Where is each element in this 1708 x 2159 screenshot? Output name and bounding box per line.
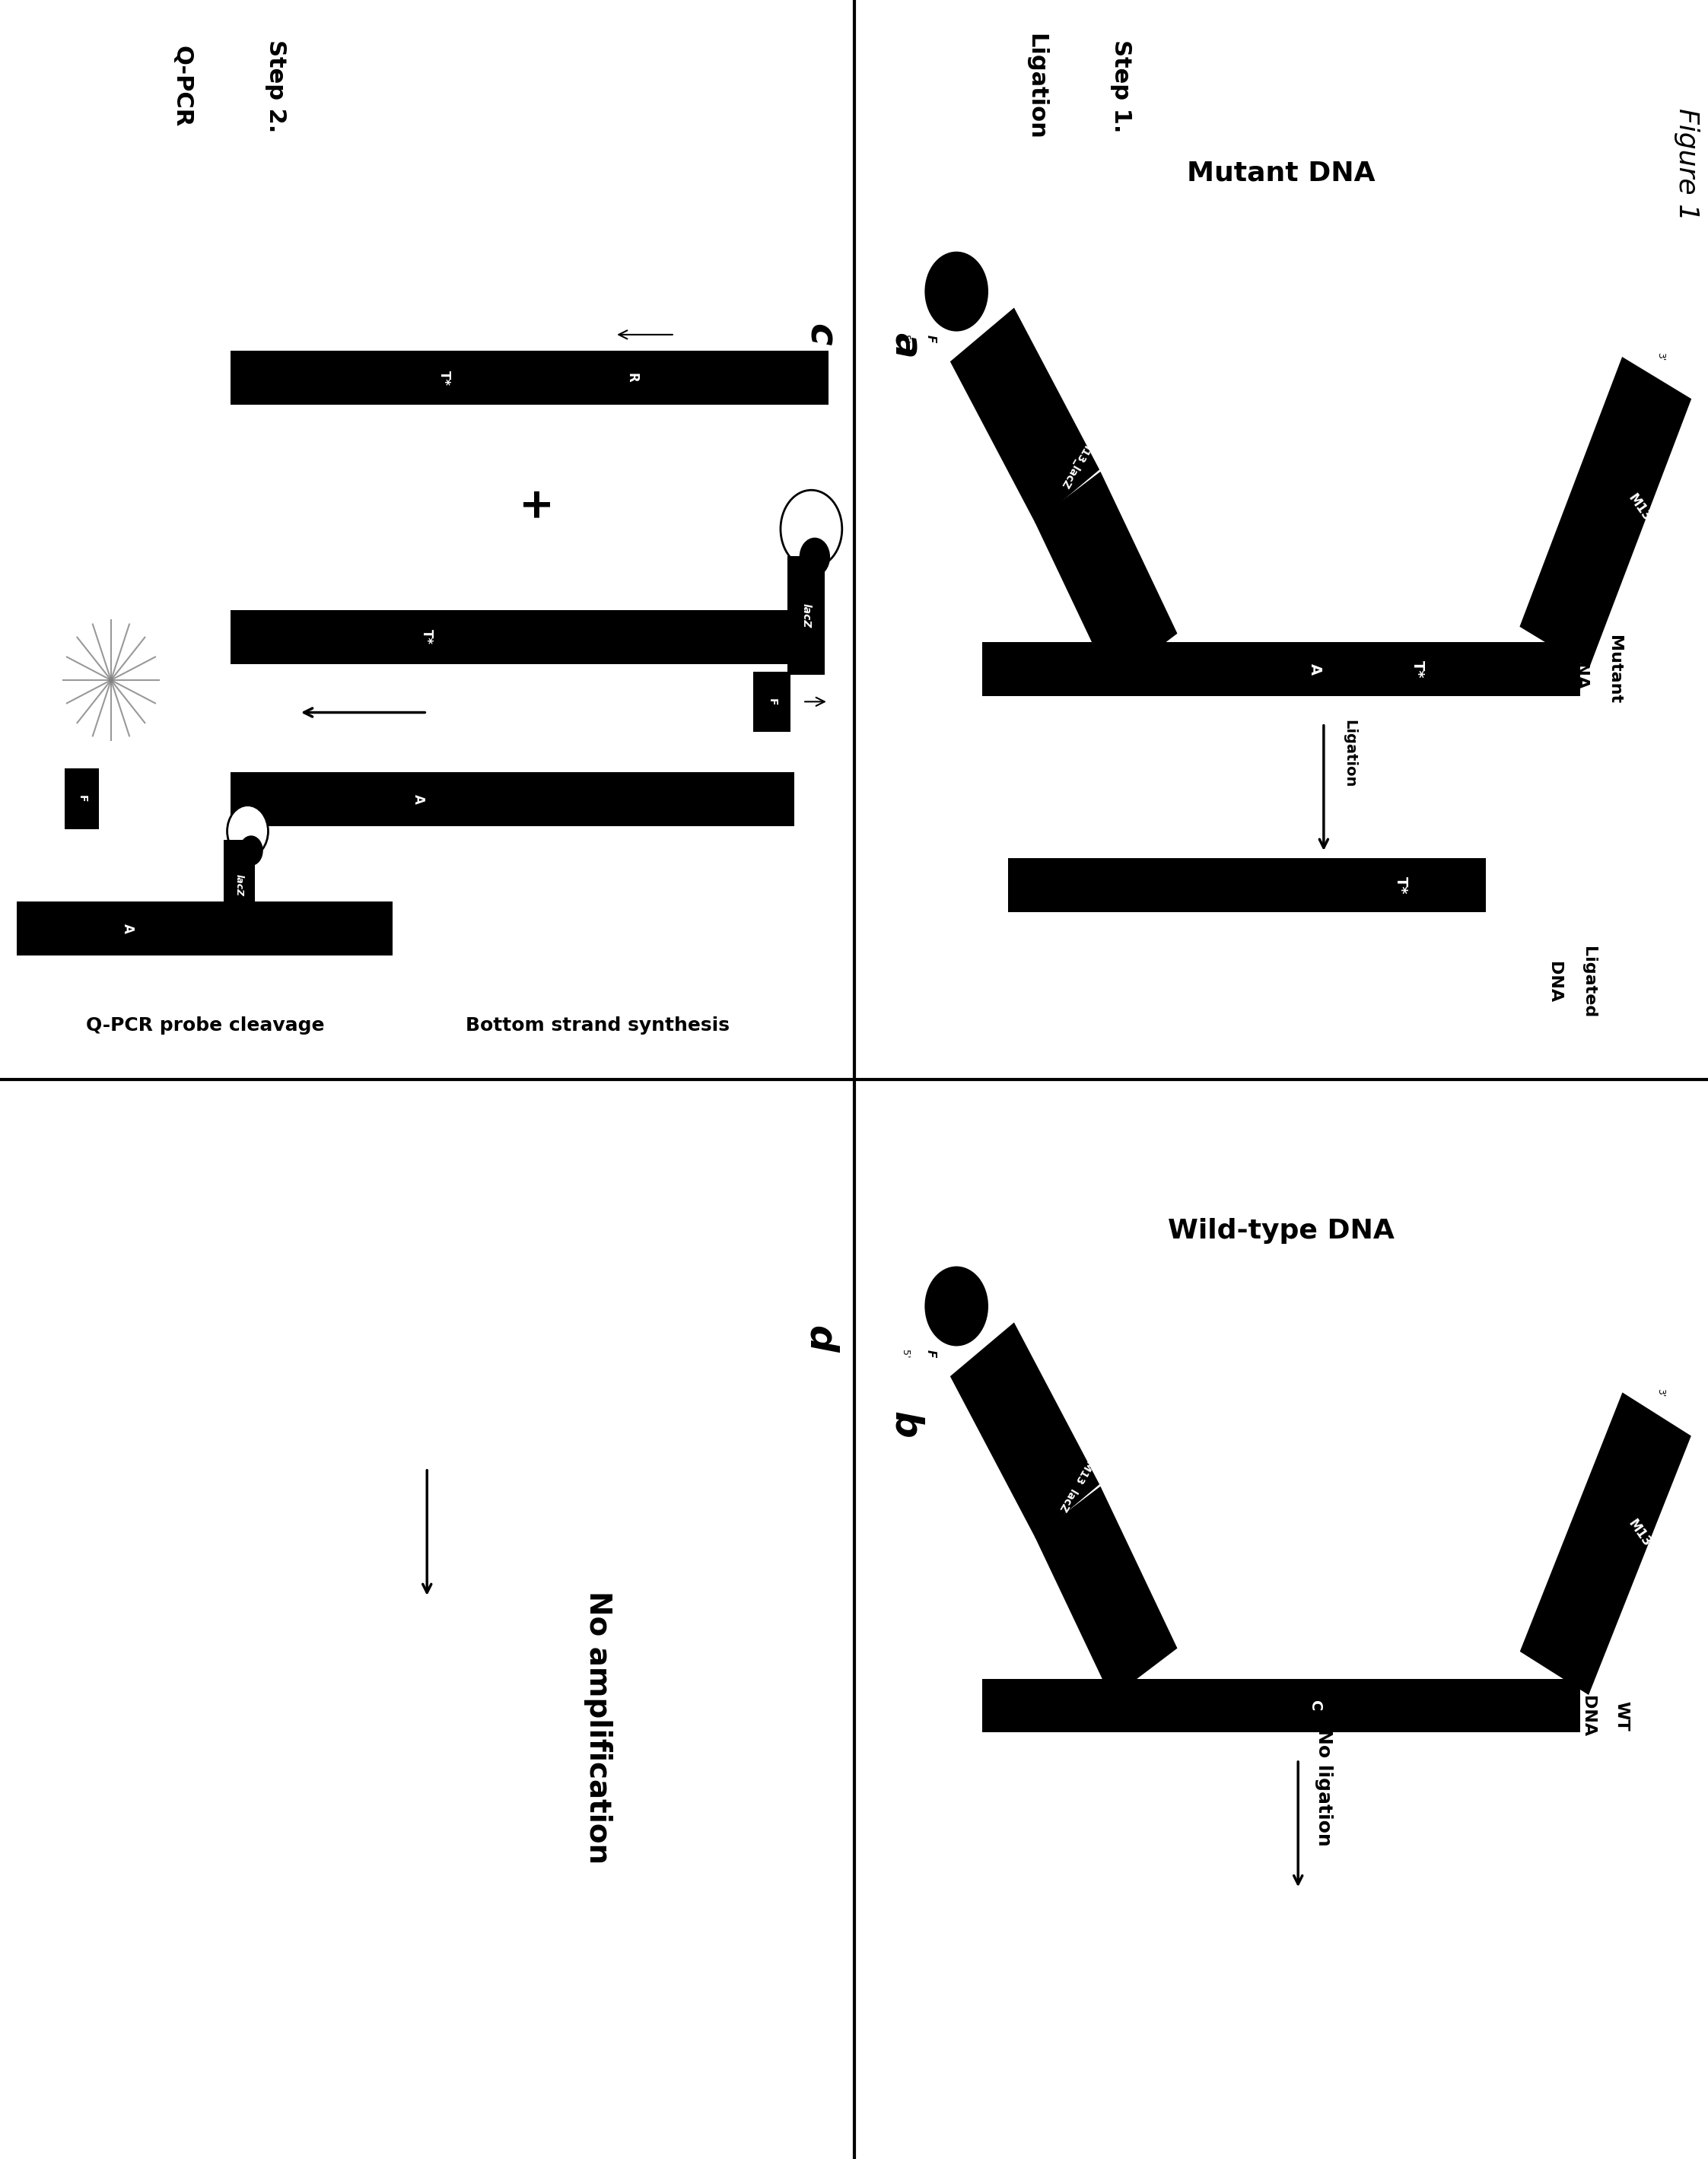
Text: Ligation: Ligation <box>1342 721 1356 788</box>
Text: DNA: DNA <box>1547 961 1561 1004</box>
Ellipse shape <box>227 805 268 857</box>
Text: Figure 1: Figure 1 <box>1674 108 1699 220</box>
Polygon shape <box>1035 471 1177 684</box>
Text: Bottom strand synthesis: Bottom strand synthesis <box>466 1017 729 1034</box>
Text: Step 1.: Step 1. <box>1110 39 1132 134</box>
Text: Q-PCR probe cleavage: Q-PCR probe cleavage <box>85 1017 325 1034</box>
Text: +: + <box>509 490 550 525</box>
Text: A: A <box>1308 663 1322 676</box>
Text: a: a <box>886 332 924 358</box>
Polygon shape <box>982 1680 1580 1732</box>
Text: A: A <box>121 924 135 933</box>
Polygon shape <box>65 769 99 829</box>
Text: Ligation: Ligation <box>1025 32 1047 140</box>
Polygon shape <box>1520 1393 1691 1695</box>
Text: Mutant DNA: Mutant DNA <box>1187 160 1375 186</box>
Text: M13: M13 <box>1626 1516 1653 1550</box>
Text: C: C <box>1308 1699 1322 1712</box>
Text: T*: T* <box>1411 661 1424 678</box>
Text: F: F <box>77 795 87 803</box>
Polygon shape <box>982 643 1580 695</box>
Text: DNA: DNA <box>1573 648 1587 691</box>
Text: WT: WT <box>1614 1701 1629 1732</box>
Text: F: F <box>926 335 936 343</box>
Text: Step 2.: Step 2. <box>265 39 287 134</box>
Text: F: F <box>767 697 777 706</box>
Text: c: c <box>801 324 839 345</box>
Ellipse shape <box>926 253 987 330</box>
Polygon shape <box>1035 1485 1177 1699</box>
Text: M13: M13 <box>1626 490 1653 525</box>
Polygon shape <box>1520 356 1691 669</box>
Text: A: A <box>412 795 425 803</box>
Text: 5': 5' <box>900 1349 910 1358</box>
Text: b: b <box>886 1412 924 1438</box>
Text: No ligation: No ligation <box>1315 1727 1332 1846</box>
Text: 3': 3' <box>1655 1388 1665 1397</box>
Text: M13  lacZ: M13 lacZ <box>1057 1457 1095 1513</box>
Text: T*: T* <box>437 369 451 386</box>
Polygon shape <box>753 671 791 732</box>
Text: Ligated: Ligated <box>1582 946 1595 1019</box>
Text: R: R <box>625 374 639 382</box>
Polygon shape <box>231 609 794 665</box>
Polygon shape <box>1008 857 1486 911</box>
Text: M13_lacZ: M13_lacZ <box>1057 438 1095 490</box>
Polygon shape <box>231 771 794 825</box>
Ellipse shape <box>781 490 842 568</box>
Text: T*: T* <box>420 628 434 646</box>
Text: lacZ: lacZ <box>234 874 244 896</box>
Polygon shape <box>950 309 1100 522</box>
Ellipse shape <box>799 538 830 576</box>
Text: Q-PCR: Q-PCR <box>171 45 193 127</box>
Polygon shape <box>950 1323 1100 1537</box>
Text: d: d <box>801 1326 839 1352</box>
Polygon shape <box>231 350 828 406</box>
Ellipse shape <box>239 836 263 866</box>
Text: F: F <box>926 1349 936 1358</box>
Ellipse shape <box>926 1267 987 1345</box>
Text: Mutant: Mutant <box>1607 635 1621 704</box>
Polygon shape <box>224 840 254 931</box>
Text: T*: T* <box>1394 877 1407 894</box>
Text: 5': 5' <box>900 335 910 343</box>
Text: No amplification: No amplification <box>584 1591 611 1863</box>
Polygon shape <box>17 902 393 954</box>
Text: lacZ: lacZ <box>801 602 811 628</box>
Text: DNA: DNA <box>1580 1695 1595 1738</box>
Text: 3': 3' <box>1655 352 1665 361</box>
Text: Wild-type DNA: Wild-type DNA <box>1168 1218 1394 1244</box>
Polygon shape <box>787 555 825 674</box>
